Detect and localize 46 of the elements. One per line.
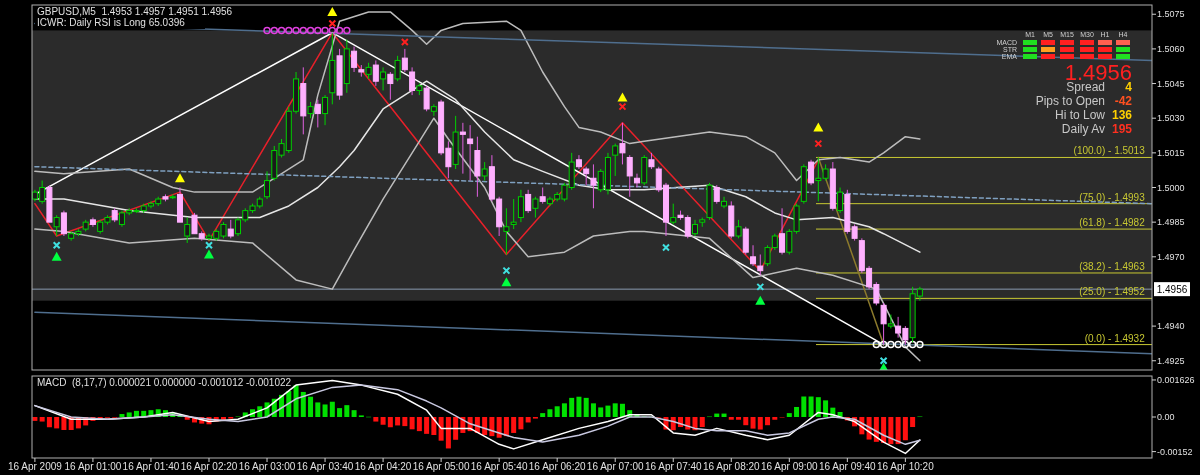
y-tick-label: 0.00	[1157, 412, 1175, 423]
x-tick-label: 16 Apr 03:40	[296, 461, 354, 472]
y-tick-label: 1.4925	[1157, 355, 1185, 366]
x-tick-label: 16 Apr 2009	[7, 461, 63, 472]
annotation: (75.0) - 1.4993	[1079, 191, 1146, 203]
x-tick-label: 16 Apr 02:20	[180, 461, 238, 472]
x-tick-label: 16 Apr 05:00	[412, 461, 470, 472]
x-tick-label: 16 Apr 01:40	[122, 461, 180, 472]
annotation: 4	[1125, 80, 1133, 94]
annotation: Daily Av	[1061, 122, 1105, 136]
y-tick-label: -0.00152	[1157, 446, 1193, 457]
x-tick-label: 16 Apr 06:20	[528, 461, 586, 472]
x-tick-label: 16 Apr 03:00	[238, 461, 296, 472]
annotation: 136	[1111, 108, 1133, 122]
x-tick-label: 16 Apr 07:40	[644, 461, 703, 472]
annotation: Pips to Open	[1035, 94, 1105, 108]
x-tick-label: 16 Apr 01:00	[64, 461, 122, 472]
annotation: (0.0) - 1.4932	[1084, 332, 1146, 344]
annotation: (25.0) - 1.4952	[1079, 286, 1146, 298]
ref-line-label: 1.4956	[1156, 283, 1188, 295]
annotation: (61.8) - 1.4982	[1079, 217, 1146, 229]
x-tick-label: 16 Apr 09:40	[818, 461, 877, 472]
x-tick-label: 16 Apr 10:20	[877, 461, 935, 472]
chart-title: GBPUSD,M5 1.4953 1.4957 1.4951 1.4956	[37, 6, 233, 17]
x-tick-label: 16 Apr 08:20	[702, 461, 761, 472]
y-tick-label: 1.5060	[1157, 44, 1185, 55]
y-tick-label: 1.5000	[1157, 182, 1185, 193]
y-tick-label: 1.5045	[1157, 78, 1185, 89]
y-tick-label: 1.5075	[1157, 9, 1185, 20]
y-tick-label: 1.5015	[1157, 148, 1185, 158]
x-tick-label: 16 Apr 09:00	[760, 461, 819, 472]
y-tick-label: 1.4985	[1157, 217, 1185, 228]
y-tick-label: 1.5030	[1157, 113, 1185, 124]
x-tick-label: 16 Apr 05:40	[470, 461, 528, 472]
text: ICWR: Daily RSI is Long 65.0396	[37, 17, 186, 28]
x-tick-label: 16 Apr 07:00	[586, 461, 645, 472]
annotation: Hi to Low	[1054, 108, 1106, 122]
x-tick-label: 16 Apr 04:20	[354, 461, 412, 472]
annotation: -42	[1114, 94, 1133, 108]
y-tick-label: 1.4940	[1157, 321, 1185, 332]
y-tick-label: 0.001626	[1157, 375, 1195, 386]
y-tick-label: 1.4970	[1157, 251, 1185, 262]
annotation: 195	[1111, 122, 1133, 136]
annotation: (38.2) - 1.4963	[1079, 260, 1146, 272]
annotation: (100.0) - 1.5013	[1073, 145, 1146, 157]
chart-title: MACD (8,17,7) 0.000021 0.000000 -0.001012 -0.001022	[37, 377, 292, 388]
